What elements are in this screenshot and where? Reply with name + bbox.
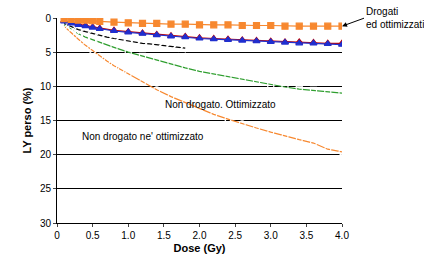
svg-text:Non drogato. Ottimizzato: Non drogato. Ottimizzato — [165, 99, 276, 110]
svg-text:2.0: 2.0 — [193, 230, 207, 241]
svg-text:20: 20 — [40, 149, 52, 160]
svg-text:3.0: 3.0 — [264, 230, 278, 241]
svg-text:5: 5 — [45, 47, 51, 58]
svg-text:0.5: 0.5 — [86, 230, 100, 241]
svg-text:4.0: 4.0 — [335, 230, 349, 241]
svg-text:Dose (Gy): Dose (Gy) — [174, 242, 226, 254]
svg-text:Drogatied ottimizzati: Drogatied ottimizzati — [366, 6, 424, 30]
svg-text:3.5: 3.5 — [299, 230, 313, 241]
svg-text:0: 0 — [45, 13, 51, 24]
svg-text:LY perso (%): LY perso (%) — [21, 87, 33, 153]
svg-text:0: 0 — [54, 230, 60, 241]
svg-text:1.0: 1.0 — [121, 230, 135, 241]
svg-text:10: 10 — [40, 81, 52, 92]
svg-text:25: 25 — [40, 183, 52, 194]
svg-text:1.5: 1.5 — [157, 230, 171, 241]
svg-text:2.5: 2.5 — [228, 230, 242, 241]
svg-text:30: 30 — [40, 218, 52, 229]
svg-text:15: 15 — [40, 115, 52, 126]
svg-text:Non drogato ne' ottimizzato: Non drogato ne' ottimizzato — [82, 131, 204, 142]
